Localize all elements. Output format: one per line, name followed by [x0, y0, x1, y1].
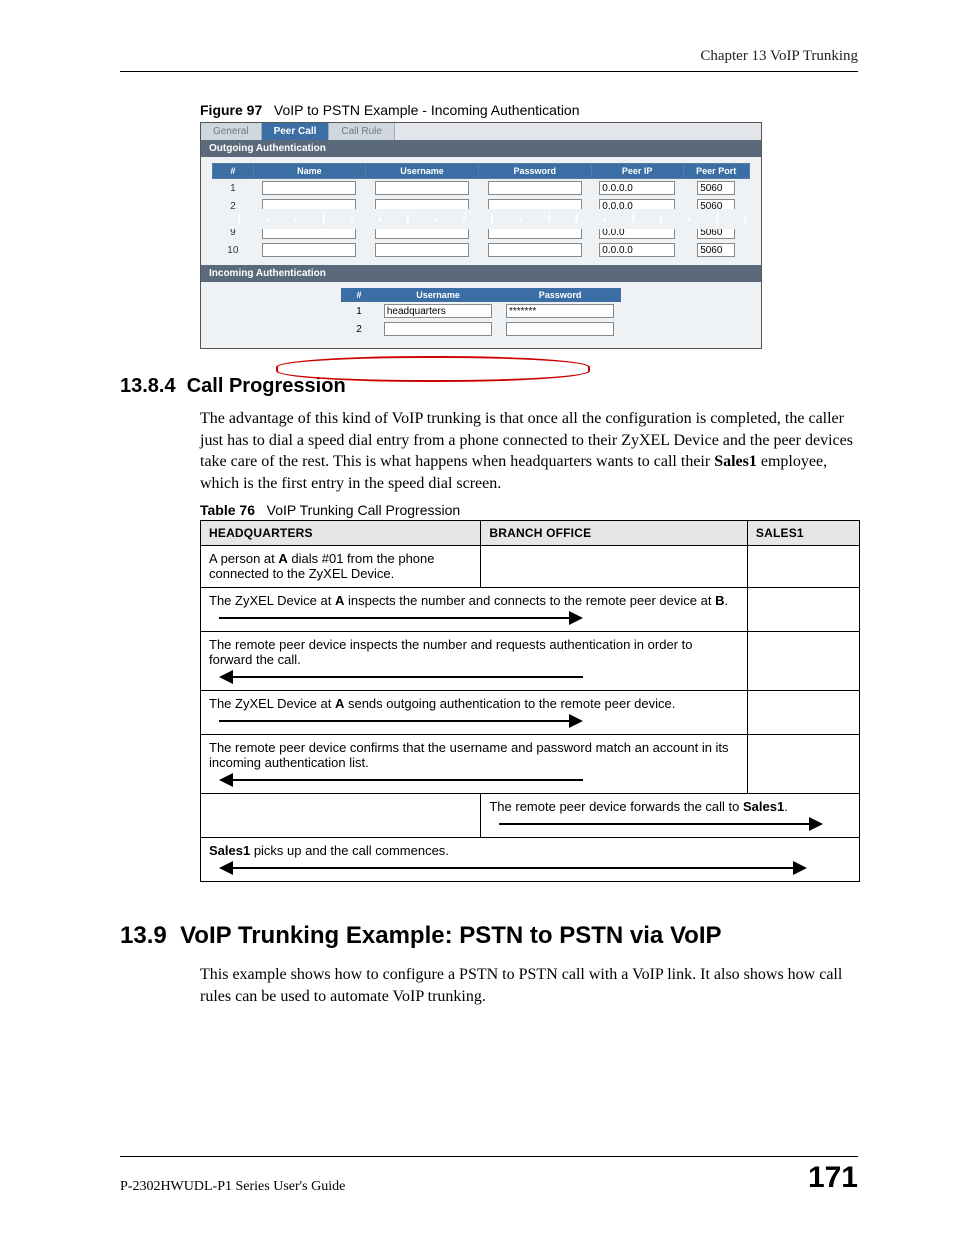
- incoming-auth-table: # Username Password 1 2: [341, 288, 621, 338]
- table-row: The ZyXEL Device at A inspects the numbe…: [201, 588, 860, 632]
- section-title: VoIP Trunking Example: PSTN to PSTN via …: [180, 922, 721, 949]
- col-sales: SALES1: [747, 521, 859, 546]
- cell-text: The ZyXEL Device at: [209, 696, 335, 711]
- tab-general[interactable]: General: [201, 123, 262, 140]
- col-hq: HEADQUARTERS: [201, 521, 481, 546]
- section-13-8-4-para: The advantage of this kind of VoIP trunk…: [200, 408, 858, 494]
- table-caption-text: VoIP Trunking Call Progression: [267, 502, 461, 518]
- table-row: The ZyXEL Device at A sends outgoing aut…: [201, 691, 860, 735]
- figure-caption-text: VoIP to PSTN Example - Incoming Authenti…: [274, 102, 580, 118]
- user-input[interactable]: [375, 243, 469, 257]
- table-row: 2: [341, 320, 621, 338]
- cell-text: The ZyXEL Device at: [209, 593, 335, 608]
- user-input[interactable]: [384, 322, 492, 336]
- table-caption: Table 76 VoIP Trunking Call Progression: [200, 502, 858, 518]
- pw-input[interactable]: [488, 243, 582, 257]
- pw-input[interactable]: [506, 304, 614, 318]
- col-ip: Peer IP: [591, 164, 683, 179]
- screenshot-wrap: General Peer Call Call Rule Outgoing Aut…: [120, 122, 858, 349]
- incoming-auth-bar: Incoming Authentication: [201, 265, 761, 282]
- torn-edge: [213, 211, 750, 227]
- pw-input[interactable]: [506, 322, 614, 336]
- table-row: The remote peer device forwards the call…: [201, 794, 860, 838]
- cell-bold: A: [278, 551, 287, 566]
- name-input[interactable]: [262, 181, 356, 195]
- row-idx: 1: [213, 179, 253, 198]
- arrow-right: [489, 817, 851, 831]
- col-user: Username: [366, 164, 479, 179]
- row-idx: 1: [341, 302, 377, 320]
- cell-text: The remote peer device confirms that the…: [209, 740, 729, 770]
- section-num: 13.8.4: [120, 375, 176, 397]
- tab-call-rule[interactable]: Call Rule: [329, 123, 395, 140]
- figure-label: Figure 97: [200, 102, 262, 118]
- section-13-8-4-heading: 13.8.4 Call Progression: [120, 375, 858, 398]
- section-num: 13.9: [120, 922, 167, 949]
- cell-text: .: [784, 799, 788, 814]
- screenshot: General Peer Call Call Rule Outgoing Aut…: [200, 122, 762, 349]
- ip-input[interactable]: [599, 243, 675, 257]
- arrow-left: [209, 670, 739, 684]
- cell-text: The remote peer device forwards the call…: [489, 799, 743, 814]
- row-idx: 10: [213, 241, 253, 259]
- user-input[interactable]: [375, 181, 469, 195]
- cell-bold: Sales1: [743, 799, 784, 814]
- col-branch: BRANCH OFFICE: [481, 521, 748, 546]
- cell-text: A person at: [209, 551, 278, 566]
- arrow-right: [209, 611, 739, 625]
- outgoing-auth-bar: Outgoing Authentication: [201, 140, 761, 157]
- name-input[interactable]: [262, 243, 356, 257]
- table-label: Table 76: [200, 502, 255, 518]
- cell-bold: A: [335, 696, 344, 711]
- col-idx: #: [213, 164, 253, 179]
- user-input[interactable]: [384, 304, 492, 318]
- section-13-9-heading: 13.9 VoIP Trunking Example: PSTN to PSTN…: [120, 922, 858, 950]
- chapter-header: Chapter 13 VoIP Trunking: [120, 48, 858, 65]
- cell-bold: A: [335, 593, 344, 608]
- table-row: Sales1 picks up and the call commences.: [201, 838, 860, 882]
- port-input[interactable]: [697, 243, 735, 257]
- col-user: Username: [377, 288, 499, 302]
- footer-rule: [120, 1156, 858, 1157]
- col-port: Peer Port: [683, 164, 749, 179]
- ip-input[interactable]: [599, 181, 675, 195]
- table-row: 1: [213, 179, 750, 198]
- cell-text: .: [724, 593, 728, 608]
- table-row: A person at A dials #01 from the phone c…: [201, 546, 860, 588]
- footer-guide-name: P-2302HWUDL-P1 Series User's Guide: [120, 1179, 345, 1195]
- section-title: Call Progression: [187, 375, 346, 397]
- header-rule: [120, 71, 858, 72]
- para-bold: Sales1: [714, 453, 757, 470]
- tab-peer-call[interactable]: Peer Call: [262, 123, 330, 140]
- cell-text: The remote peer device inspects the numb…: [209, 637, 692, 667]
- footer: P-2302HWUDL-P1 Series User's Guide 171: [120, 1156, 858, 1195]
- pw-input[interactable]: [488, 181, 582, 195]
- table-row: 10: [213, 241, 750, 259]
- section-13-9-para: This example shows how to configure a PS…: [200, 964, 858, 1007]
- arrow-left: [209, 773, 739, 787]
- arrow-right: [209, 714, 739, 728]
- cell-bold: Sales1: [209, 843, 250, 858]
- port-input[interactable]: [697, 181, 735, 195]
- cell-text: inspects the number and connects to the …: [344, 593, 715, 608]
- col-pw: Password: [478, 164, 591, 179]
- tab-bar: General Peer Call Call Rule: [201, 123, 761, 140]
- table-row: 1: [341, 302, 621, 320]
- arrow-double: [209, 861, 851, 875]
- col-pw: Password: [499, 288, 621, 302]
- page: Chapter 13 VoIP Trunking Figure 97 VoIP …: [0, 0, 954, 1235]
- outgoing-auth-table: # Name Username Password Peer IP Peer Po…: [212, 163, 750, 259]
- row-idx: 2: [341, 320, 377, 338]
- table-row: The remote peer device confirms that the…: [201, 735, 860, 794]
- cell-text: sends outgoing authentication to the rem…: [344, 696, 675, 711]
- table-row: The remote peer device inspects the numb…: [201, 632, 860, 691]
- page-number: 171: [808, 1161, 858, 1195]
- cell-text: picks up and the call commences.: [250, 843, 449, 858]
- call-progression-table: HEADQUARTERS BRANCH OFFICE SALES1 A pers…: [200, 520, 860, 882]
- col-name: Name: [253, 164, 366, 179]
- figure-caption: Figure 97 VoIP to PSTN Example - Incomin…: [200, 102, 858, 118]
- col-idx: #: [341, 288, 377, 302]
